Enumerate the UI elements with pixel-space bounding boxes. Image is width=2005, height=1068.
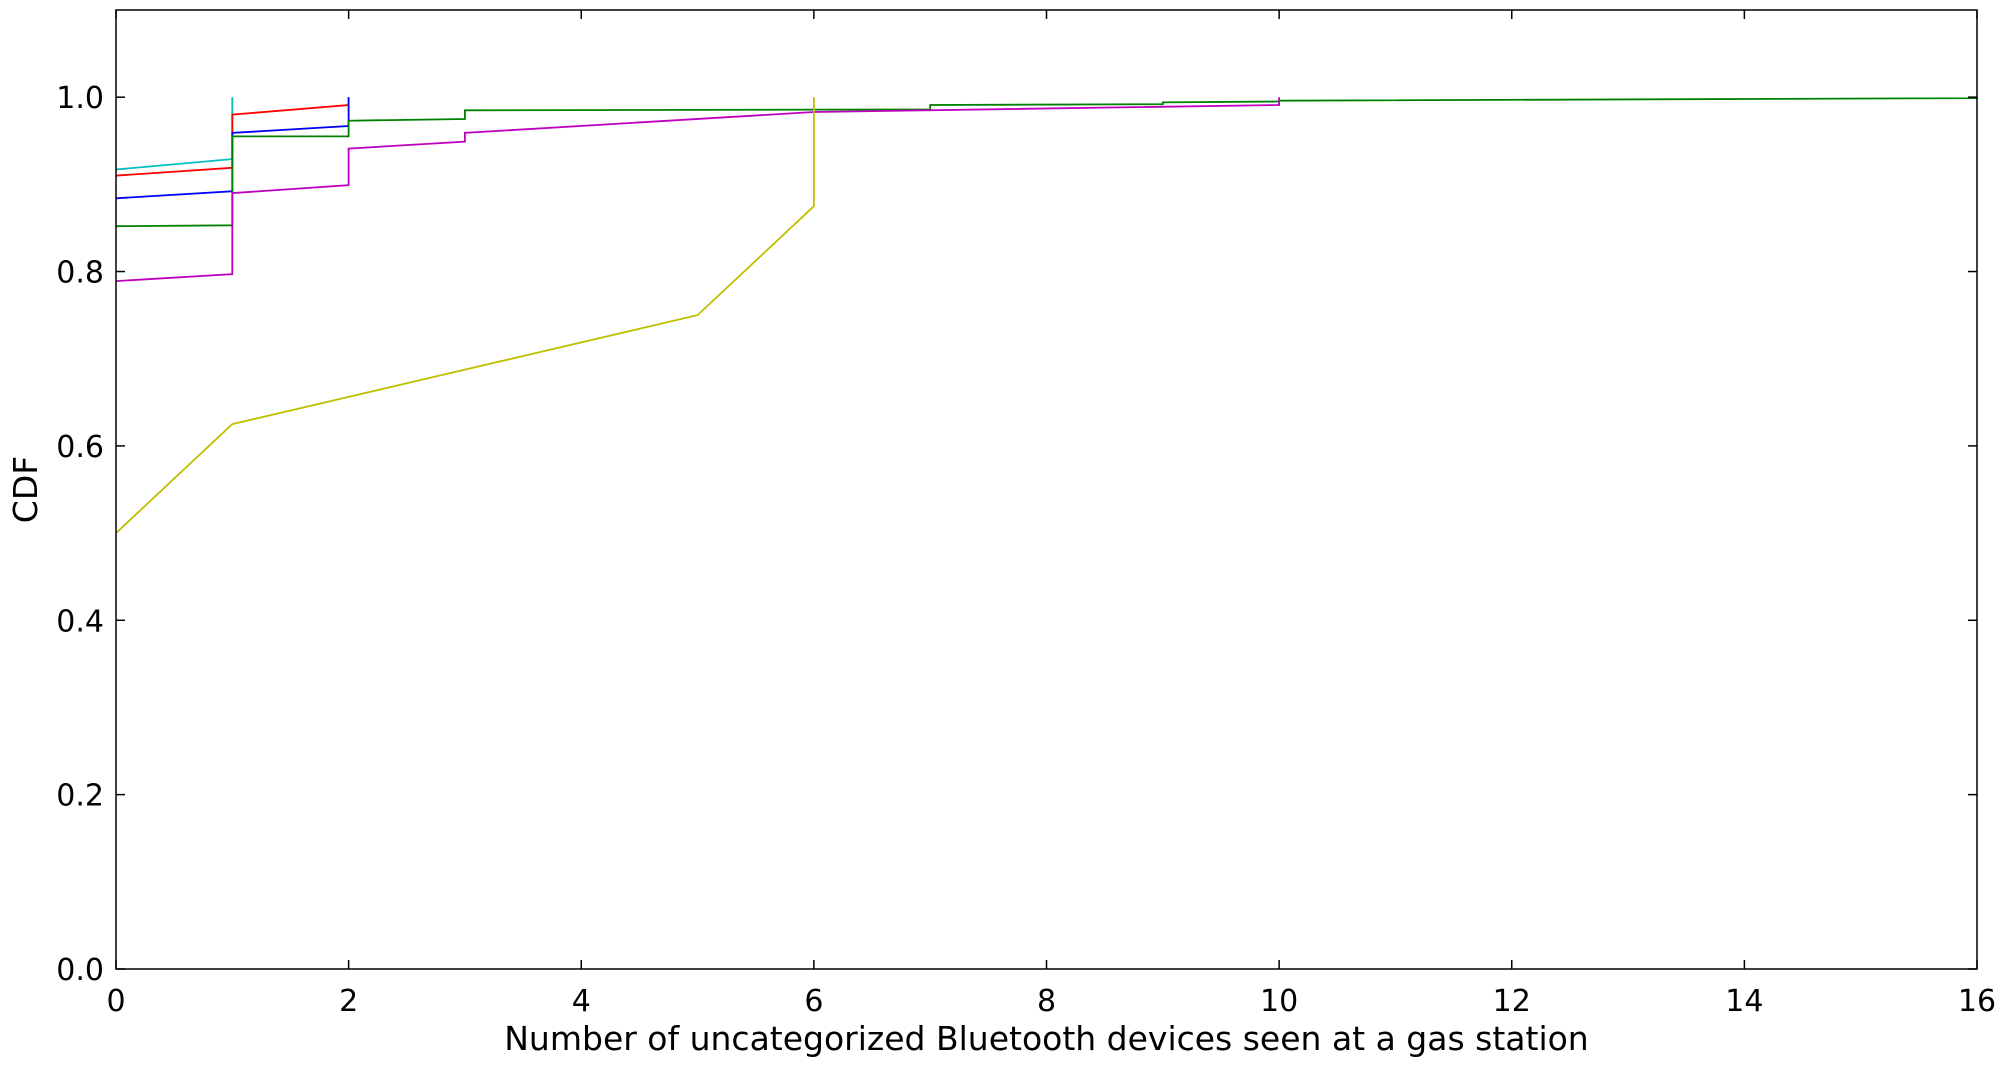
series-layer	[115, 97, 1978, 534]
series-line-5	[115, 97, 1280, 282]
x-tick-label: 16	[1958, 984, 1996, 1019]
x-tick-label: 8	[1037, 984, 1056, 1019]
y-tick-label: 0.2	[56, 779, 104, 814]
x-tick-label: 2	[339, 984, 358, 1019]
y-tick-label: 0.8	[56, 256, 104, 291]
x-axis-title: Number of uncategorized Bluetooth device…	[504, 1019, 1588, 1058]
x-tick-label: 6	[804, 984, 823, 1019]
series-line-3	[115, 97, 350, 200]
x-tick-label: 12	[1493, 984, 1531, 1019]
y-tick-label: 0.0	[56, 953, 104, 988]
x-tick-label: 4	[572, 984, 591, 1019]
tick-layer: 0 2 4 6 8 10 12 14 16 0.0 0.2 0.4 0.6 0.8 1.0	[56, 10, 1996, 1019]
series-line-1	[115, 97, 234, 171]
y-tick-label: 0.6	[56, 430, 104, 465]
x-tick-label: 0	[106, 984, 125, 1019]
series-line-6	[115, 97, 815, 534]
plot-frame	[115, 9, 1978, 970]
x-tick-label: 14	[1725, 984, 1763, 1019]
series-line-4	[115, 97, 1978, 228]
y-tick-label: 0.4	[56, 604, 104, 639]
y-axis-title: CDF	[6, 456, 45, 523]
y-tick-label: 1.0	[56, 81, 104, 116]
x-tick-label: 10	[1260, 984, 1298, 1019]
